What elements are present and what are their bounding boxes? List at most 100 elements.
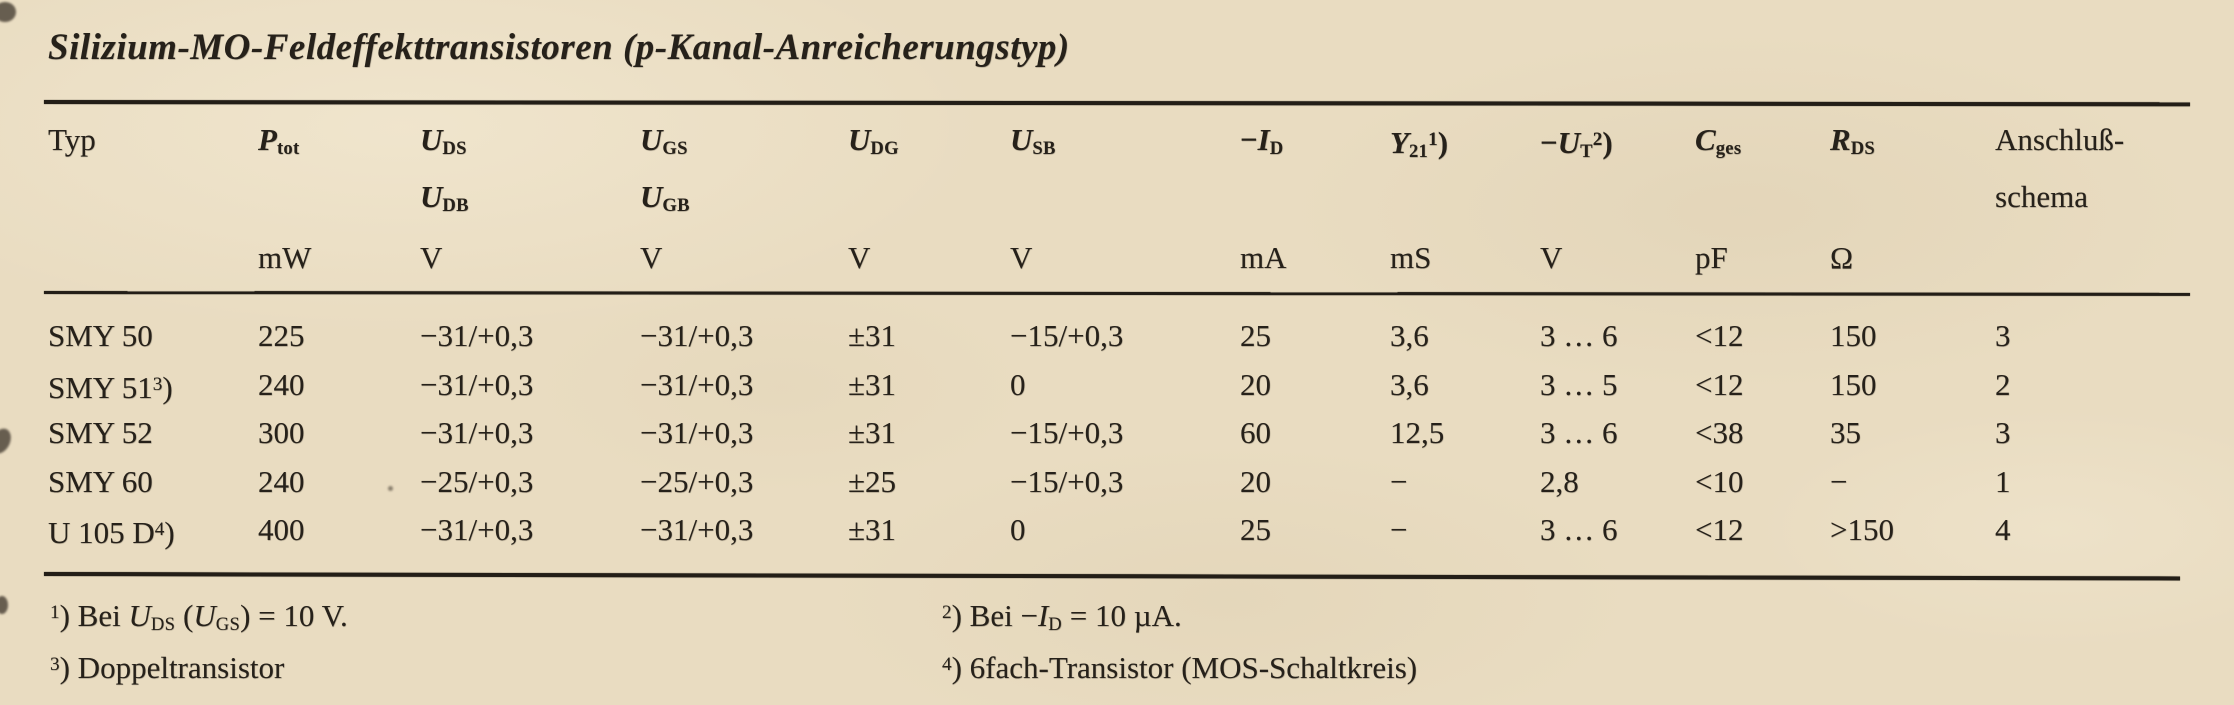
column-header-cges: Cges — [1695, 122, 1742, 160]
divider-header — [43, 291, 2191, 296]
cell-uds: −31/+0,3 — [420, 512, 534, 548]
header-spacer — [258, 177, 420, 234]
cell-cges: <38 — [1695, 415, 1744, 451]
scan-artifact — [0, 2, 16, 22]
cell-typ: SMY 50 — [48, 318, 153, 353]
cell-usb: −15/+0,3 — [1010, 415, 1124, 451]
cell-typ: U 105 D4) — [48, 515, 175, 551]
cell-usb: −15/+0,3 — [1010, 318, 1124, 353]
cell-ut: 2,8 — [1540, 463, 1579, 499]
header-spacer — [1390, 177, 1540, 234]
cell-ugs: −31/+0,3 — [640, 318, 754, 353]
column-header-udb: UDB — [420, 179, 469, 217]
cell-ut: 3 … 6 — [1540, 512, 1618, 548]
header-units-row: mW V V V V mA mS V pF Ω — [48, 238, 2200, 288]
cell-ptot: 300 — [258, 415, 305, 451]
cell-ptot: 400 — [258, 512, 305, 548]
table-header: Typ Ptot UDS UGS UDG USB −ID Y211) −UT2)… — [48, 120, 2200, 288]
unit-label-mw: mW — [258, 240, 312, 275]
header-spacer — [848, 177, 1010, 234]
cell-rds: 150 — [1830, 318, 1877, 353]
cell-cges: <12 — [1695, 366, 1744, 402]
table-row-smy60: SMY 60 240 −25/+0,3 −25/+0,3 ±25 −15/+0,… — [48, 458, 2200, 507]
cell-y21: 3,6 — [1390, 318, 1429, 353]
column-header-rds: RDS — [1830, 122, 1876, 160]
cell-y21: − — [1390, 463, 1408, 499]
cell-ptot: 225 — [258, 318, 305, 353]
cell-cges: <10 — [1695, 463, 1744, 499]
cell-schema: 3 — [1995, 318, 2011, 353]
cell-rds: >150 — [1830, 512, 1894, 548]
unit-label-v: V — [1540, 240, 1563, 275]
column-header-uds: UDS — [420, 122, 467, 160]
column-header-anschluss: Anschluß- — [1995, 122, 2125, 157]
cell-ut: 3 … 5 — [1540, 366, 1618, 402]
cell-y21: 12,5 — [1390, 415, 1445, 451]
cell-ut: 3 … 6 — [1540, 318, 1618, 353]
divider-top — [43, 100, 2191, 107]
cell-udg: ±25 — [848, 463, 897, 499]
cell-usb: −15/+0,3 — [1010, 463, 1124, 499]
header-spacer — [1540, 177, 1695, 234]
column-header-typ: Typ — [48, 122, 96, 157]
footnote-4: 4) 6fach-Transistor (MOS-Schaltkreis) — [942, 650, 1418, 685]
table-row-smy52: SMY 52 300 −31/+0,3 −31/+0,3 ±31 −15/+0,… — [48, 409, 2200, 458]
header-spacer — [1010, 177, 1240, 234]
cell-id: 20 — [1240, 366, 1271, 402]
cell-rds: 150 — [1830, 366, 1877, 402]
unit-label — [48, 238, 258, 288]
divider-footnotes — [43, 572, 2180, 581]
cell-udg: ±31 — [848, 318, 897, 353]
footnote-1: 1) Bei UDS (UGS) = 10 V. — [50, 598, 348, 636]
cell-ugs: −25/+0,3 — [640, 463, 754, 499]
cell-typ: SMY 52 — [48, 415, 153, 451]
cell-id: 25 — [1240, 512, 1271, 548]
unit-label-v: V — [420, 240, 443, 275]
cell-uds: −31/+0,3 — [420, 366, 534, 402]
cell-uds: −31/+0,3 — [420, 415, 534, 451]
column-header-usb: USB — [1010, 122, 1056, 160]
column-header-ut: −UT2) — [1540, 125, 1613, 163]
unit-label-v: V — [1010, 240, 1033, 275]
table-body: SMY 50 225 −31/+0,3 −31/+0,3 ±31 −15/+0,… — [48, 312, 2200, 555]
cell-typ: SMY 513) — [48, 369, 173, 405]
unit-label-ms: mS — [1390, 240, 1432, 275]
cell-udg: ±31 — [848, 512, 897, 548]
cell-rds: − — [1830, 463, 1848, 499]
cell-rds: 35 — [1830, 415, 1861, 451]
cell-id: 60 — [1240, 415, 1271, 451]
cell-usb: 0 — [1010, 366, 1026, 402]
cell-ugs: −31/+0,3 — [640, 366, 754, 402]
cell-ugs: −31/+0,3 — [640, 415, 754, 451]
cell-ut: 3 … 6 — [1540, 415, 1618, 451]
cell-schema: 1 — [1995, 463, 2011, 499]
column-header-udg: UDG — [848, 122, 899, 160]
column-header-ugs: UGS — [640, 122, 688, 160]
cell-usb: 0 — [1010, 512, 1026, 548]
column-header-y21: Y211) — [1390, 125, 1449, 163]
header-spacer — [1240, 177, 1390, 234]
cell-id: 25 — [1240, 318, 1271, 353]
cell-cges: <12 — [1695, 512, 1744, 548]
header-spacer — [1830, 177, 1995, 234]
cell-y21: − — [1390, 512, 1408, 548]
cell-ptot: 240 — [258, 463, 305, 499]
unit-label — [1995, 238, 2200, 288]
cell-typ: SMY 60 — [48, 463, 153, 499]
unit-label-ohm: Ω — [1830, 240, 1854, 275]
cell-schema: 4 — [1995, 512, 2011, 548]
header-spacer — [1695, 177, 1830, 234]
cell-ptot: 240 — [258, 366, 305, 402]
unit-label-v: V — [640, 240, 663, 275]
cell-y21: 3,6 — [1390, 366, 1429, 402]
unit-label-pf: pF — [1695, 240, 1728, 275]
table-row-smy50: SMY 50 225 −31/+0,3 −31/+0,3 ±31 −15/+0,… — [48, 312, 2200, 361]
column-header-id: −ID — [1240, 122, 1284, 160]
scan-artifact — [388, 486, 393, 491]
cell-uds: −31/+0,3 — [420, 318, 534, 353]
scan-artifact — [0, 425, 15, 457]
column-header-schema: schema — [1995, 179, 2088, 214]
cell-id: 20 — [1240, 463, 1271, 499]
header-symbol-row-2: UDB UGB schema — [48, 177, 2200, 234]
table-row-smy51: SMY 513) 240 −31/+0,3 −31/+0,3 ±31 0 20 … — [48, 361, 2200, 410]
